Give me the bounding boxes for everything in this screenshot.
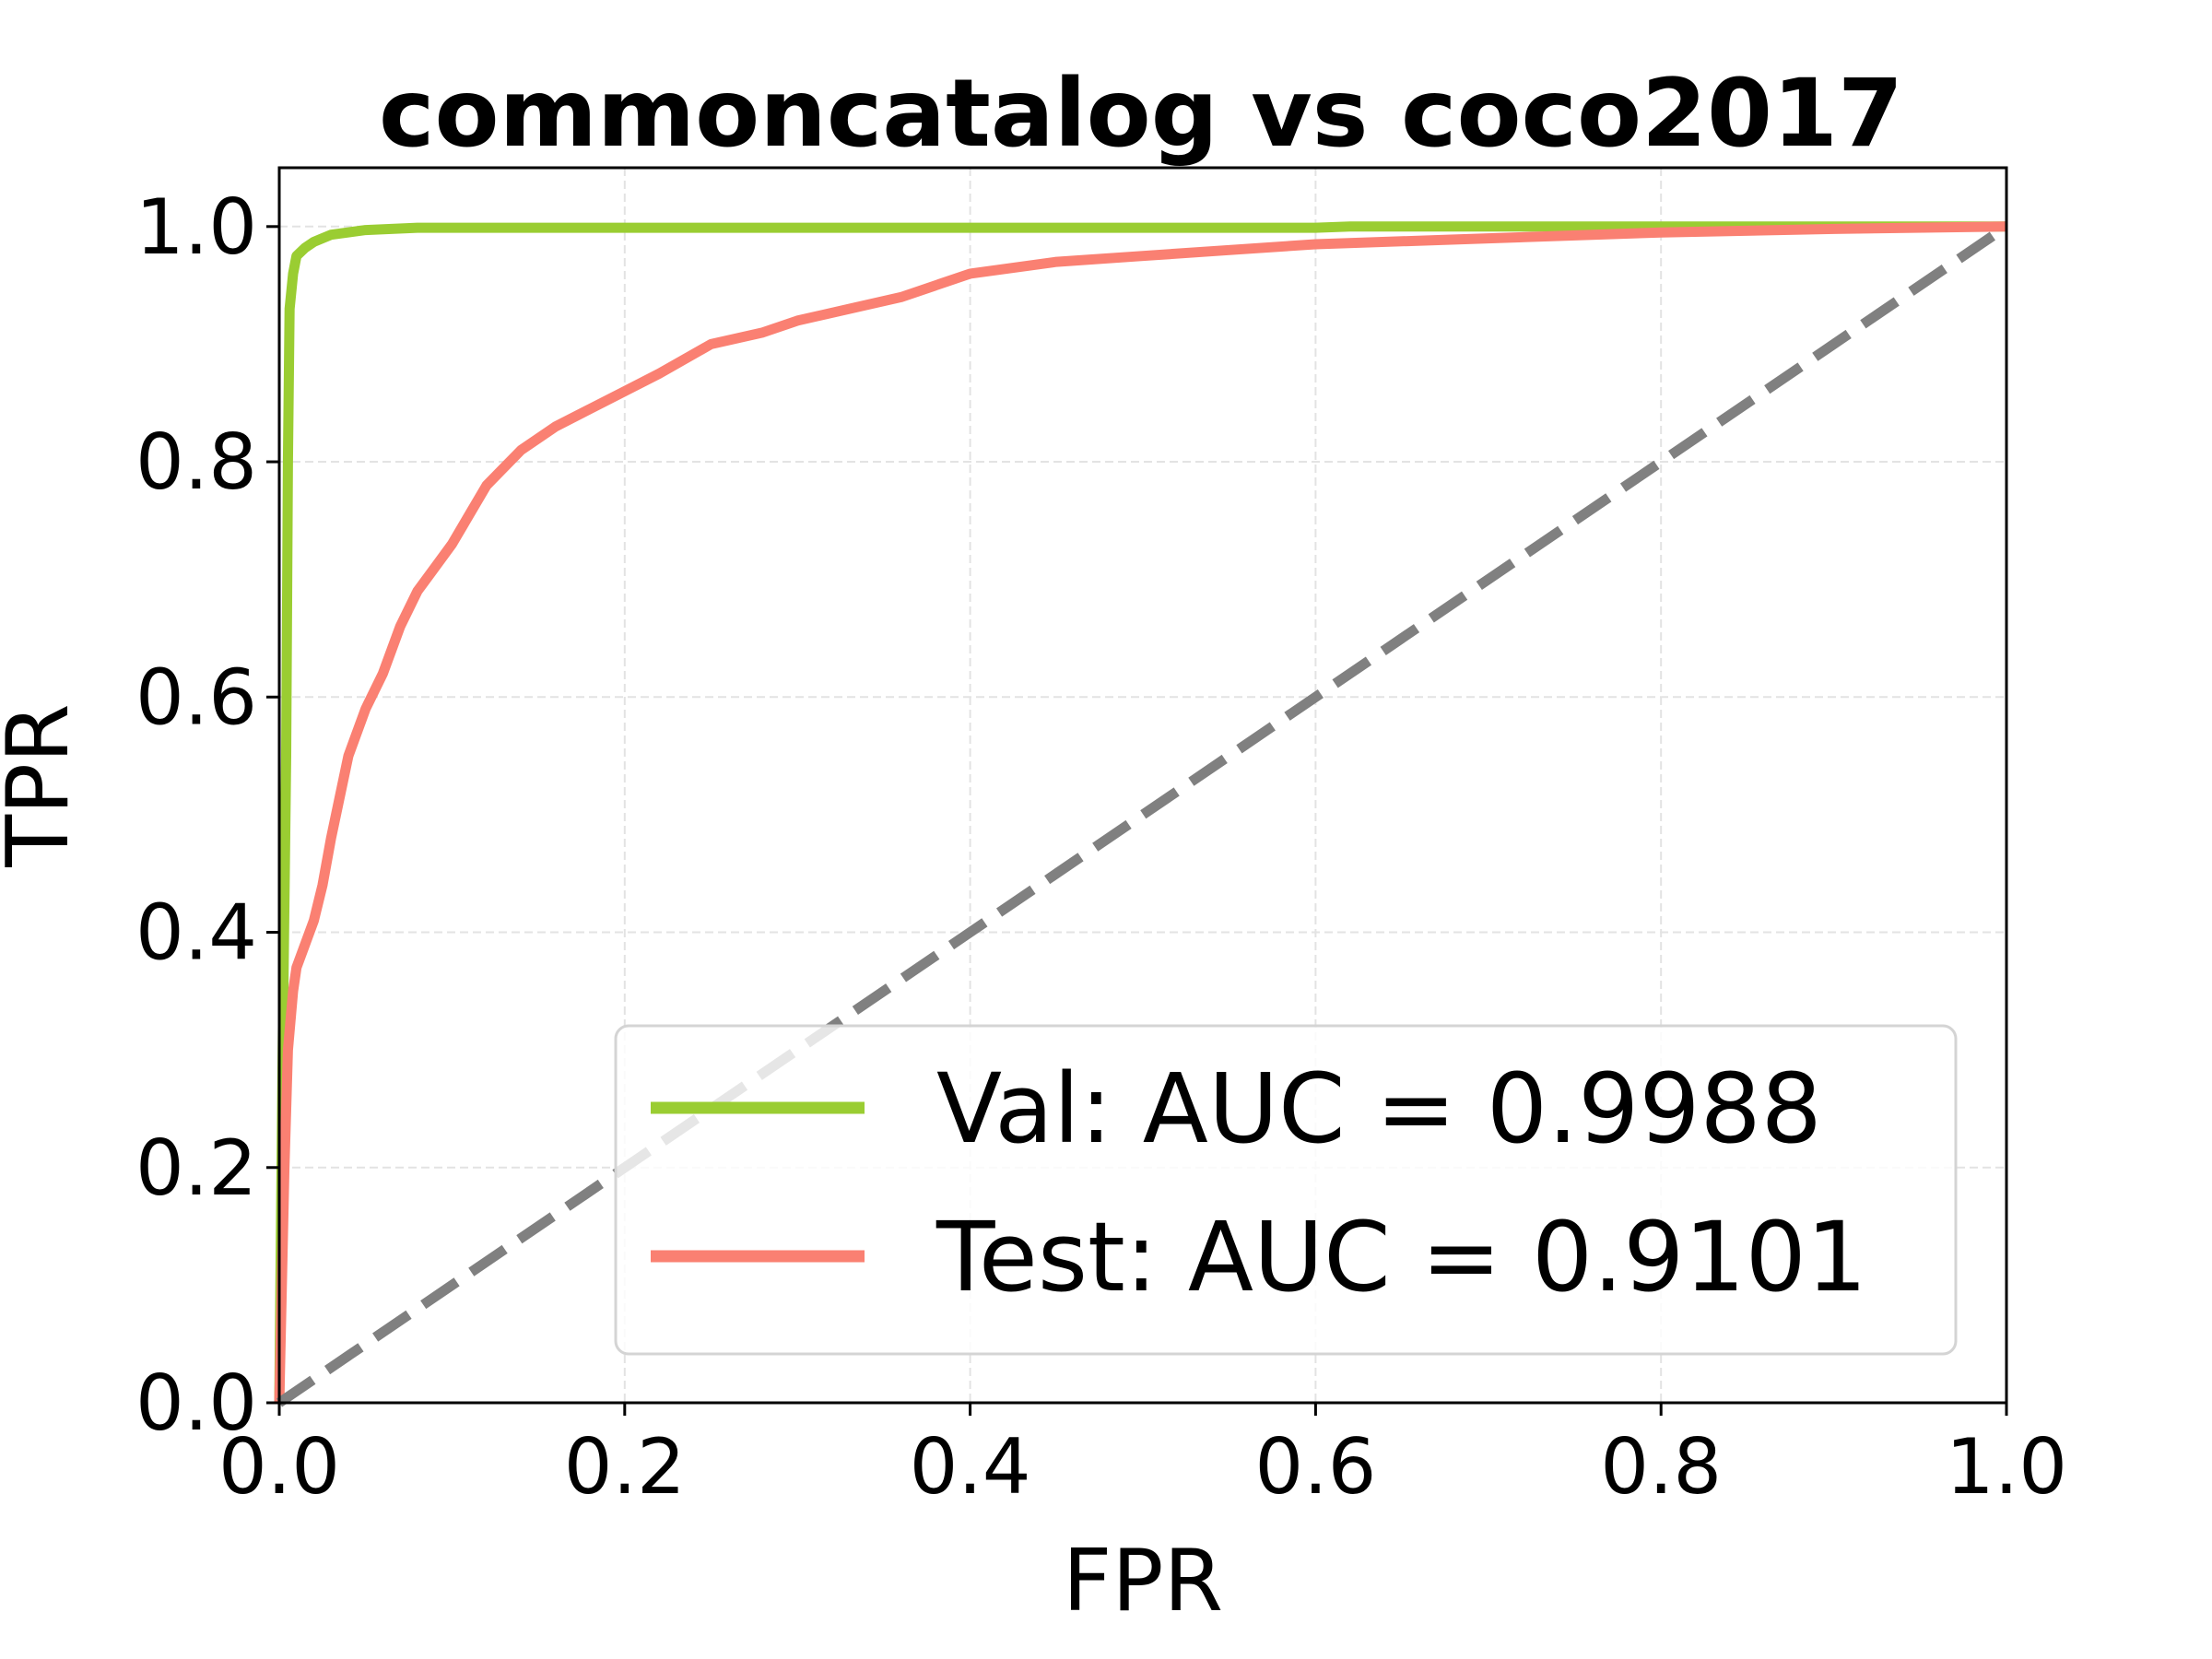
y-tick-label: 0.6 <box>135 653 257 742</box>
y-tick-label: 0.8 <box>135 418 257 507</box>
y-axis-label: TPR <box>0 703 88 868</box>
legend: Val: AUC = 0.9988 Test: AUC = 0.9101 <box>614 1024 1958 1356</box>
x-tick-label: 0.8 <box>1600 1422 1722 1512</box>
x-tick-label: 0.4 <box>910 1422 1031 1512</box>
legend-label-test: Test: AUC = 0.9101 <box>935 1201 1867 1313</box>
y-tick-label: 1.0 <box>135 182 257 272</box>
x-tick-label: 0.6 <box>1254 1422 1376 1512</box>
val-roc-line <box>274 221 2006 1404</box>
x-tick-label: 0.2 <box>564 1422 686 1512</box>
x-axis-label: FPR <box>1063 1531 1223 1630</box>
test-roc-line <box>274 221 2007 1404</box>
axes-frame <box>277 166 2008 1405</box>
chart-title: commoncatalog vs coco2017 <box>379 59 1903 169</box>
legend-label-val: Val: AUC = 0.9988 <box>936 1053 1822 1165</box>
plot-area <box>274 221 2010 1407</box>
x-tick-label: 1.0 <box>1946 1422 2067 1512</box>
y-tick-label: 0.0 <box>135 1359 257 1448</box>
x-tick-label: 0.0 <box>218 1422 340 1512</box>
y-tick-label: 0.4 <box>135 888 257 978</box>
legend-frame <box>614 1024 1958 1356</box>
y-tick-label: 0.2 <box>135 1124 257 1213</box>
ticks: 0.0 0.2 0.4 0.6 0.8 1.0 0.0 0.2 0.4 0.6 0.8 1.0 <box>135 182 2067 1512</box>
